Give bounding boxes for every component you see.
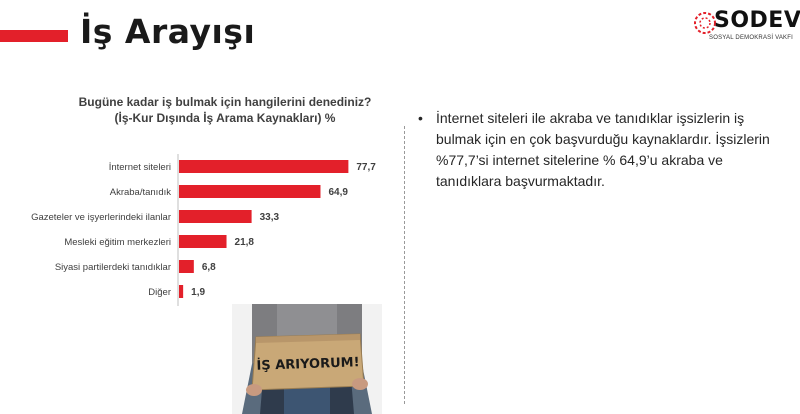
bar: [179, 285, 184, 298]
category-label: Akraba/tanıdık: [110, 187, 172, 198]
section-divider: [404, 126, 405, 404]
page-title: İş Arayışı: [80, 12, 256, 51]
bar: [179, 210, 252, 223]
bar: [179, 260, 194, 273]
value-label: 6,8: [202, 262, 216, 273]
category-label: Mesleki eğitim merkezleri: [64, 237, 171, 248]
bar: [179, 235, 227, 248]
bullet-item: • İnternet siteleri ile akraba ve tanıdı…: [418, 108, 776, 192]
bullet-dot-icon: •: [418, 110, 423, 126]
job-seeker-photo: İŞ ARIYORUM!: [232, 304, 382, 414]
value-label: 33,3: [260, 212, 280, 223]
value-label: 21,8: [235, 237, 255, 248]
value-label: 1,9: [191, 287, 205, 298]
title-accent-bar: [0, 30, 68, 42]
category-label: Gazeteler ve işyerlerindeki ilanlar: [31, 212, 171, 223]
value-label: 64,9: [328, 187, 348, 198]
bar-chart: İnternet siteleri 77,7 Akraba/tanıdık 64,9 G…: [31, 154, 376, 306]
logo-subtitle: SOSYAL DEMOKRASİ VAKFI: [709, 35, 793, 41]
bar: [179, 185, 321, 198]
bar: [179, 160, 349, 173]
sodev-logo: SODEV SOSYAL DEMOKRASİ VAKFI: [692, 6, 800, 46]
chart-title-block: Bugüne kadar iş bulmak için hangilerini …: [40, 94, 410, 126]
value-label: 77,7: [356, 162, 376, 173]
category-label: Siyasi partilerdeki tanıdıklar: [55, 262, 171, 273]
logo-swirl-icon: [694, 12, 716, 34]
category-label: İnternet siteleri: [109, 162, 171, 173]
category-label: Diğer: [148, 287, 171, 298]
bullet-text: İnternet siteleri ile akraba ve tanıdıkl…: [436, 110, 770, 189]
chart-subtitle: (İş-Kur Dışında İş Arama Kaynakları) %: [114, 111, 336, 125]
sign-text: İŞ ARIYORUM!: [256, 354, 360, 374]
logo-text: SODEV: [714, 8, 800, 33]
chart-title: Bugüne kadar iş bulmak için hangilerini …: [78, 95, 372, 109]
